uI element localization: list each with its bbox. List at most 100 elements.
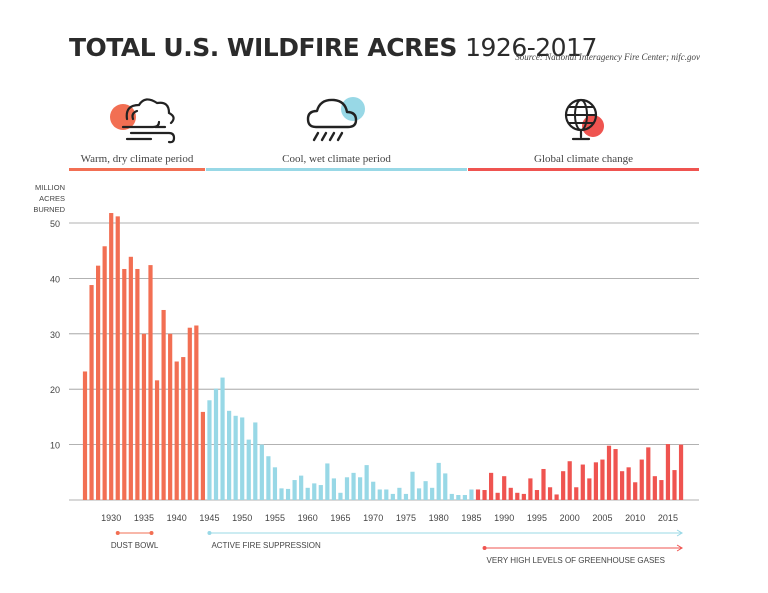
bar xyxy=(659,480,664,500)
bar xyxy=(390,493,395,500)
bar xyxy=(436,462,441,500)
x-tick-label: 1935 xyxy=(134,513,154,523)
period-bar-change xyxy=(468,168,699,171)
bar xyxy=(128,256,133,500)
bar xyxy=(305,487,310,500)
bar xyxy=(154,380,160,500)
y-axis-label: ACRES xyxy=(39,194,65,203)
bar xyxy=(384,489,389,500)
bar xyxy=(318,485,323,500)
bar xyxy=(246,439,251,500)
bar xyxy=(430,487,435,500)
bar xyxy=(279,488,284,500)
bar xyxy=(96,265,101,500)
bar xyxy=(259,444,264,500)
bar xyxy=(462,495,467,500)
x-tick-label: 1990 xyxy=(494,513,514,523)
x-tick-label: 1965 xyxy=(330,513,350,523)
bar xyxy=(515,492,520,500)
bar xyxy=(82,371,88,500)
bar xyxy=(639,459,644,500)
x-tick-label: 2010 xyxy=(625,513,645,523)
bar xyxy=(495,492,500,500)
bar xyxy=(561,471,566,500)
bar xyxy=(292,480,297,500)
period-label-change: Global climate change xyxy=(534,153,633,165)
bar xyxy=(600,459,605,500)
bar xyxy=(168,333,173,500)
bar xyxy=(397,487,402,500)
bar xyxy=(521,493,526,500)
bar xyxy=(449,493,454,500)
x-tick-label: 2000 xyxy=(560,513,580,523)
bar xyxy=(541,468,546,500)
bar xyxy=(626,467,631,500)
period-bar-warm xyxy=(69,168,205,171)
bar xyxy=(312,483,317,500)
bar xyxy=(200,411,205,500)
annotation-dot xyxy=(115,531,120,535)
x-tick-label: 1970 xyxy=(363,513,383,523)
bar xyxy=(253,422,258,500)
page-title: Total U.S. Wildfire Acres 1926-2017 xyxy=(69,30,597,66)
x-tick-label: 1960 xyxy=(298,513,318,523)
bar xyxy=(469,489,474,500)
bar xyxy=(161,309,166,500)
bar xyxy=(285,488,291,500)
bar xyxy=(194,325,199,500)
bar xyxy=(148,265,153,500)
bar xyxy=(233,415,238,500)
bar xyxy=(338,492,343,500)
bar xyxy=(574,487,579,500)
x-tick-label: 1930 xyxy=(101,513,121,523)
period-label-cool: Cool, wet climate period xyxy=(282,153,391,165)
bar xyxy=(410,471,415,500)
period-warm: Warm, dry climate period xyxy=(69,95,205,171)
bar xyxy=(344,477,350,500)
bar xyxy=(587,478,592,500)
bar xyxy=(299,475,304,500)
y-axis-label: BURNED xyxy=(33,205,65,214)
bar xyxy=(102,246,107,500)
bar xyxy=(213,388,219,500)
bar xyxy=(443,473,448,500)
y-tick-label: 20 xyxy=(50,385,60,395)
annotation-label: ACTIVE FIRE SUPPRESSION xyxy=(211,541,321,550)
bar xyxy=(358,477,363,500)
y-tick-label: 40 xyxy=(50,274,60,284)
bar xyxy=(528,478,533,500)
annotation-dot xyxy=(207,531,212,535)
period-label-warm: Warm, dry climate period xyxy=(80,153,194,165)
period-bar-cool xyxy=(206,168,467,171)
bar xyxy=(272,467,278,500)
bar xyxy=(266,456,271,500)
bar xyxy=(502,476,507,500)
globe-icon xyxy=(564,98,604,141)
bar xyxy=(475,489,481,500)
annotation-label: DUST BOWL xyxy=(111,541,159,550)
annotation-dot xyxy=(482,546,487,550)
bar xyxy=(403,493,409,500)
title-main: Total U.S. Wildfire Acres xyxy=(69,33,457,62)
bar xyxy=(482,490,487,500)
bar xyxy=(665,444,671,500)
y-tick-label: 10 xyxy=(50,441,60,451)
bar xyxy=(678,444,684,500)
bar xyxy=(325,463,330,500)
period-change: Global climate change xyxy=(468,95,699,171)
x-tick-label: 2015 xyxy=(658,513,678,523)
bar xyxy=(633,482,638,500)
annotation-arrow xyxy=(676,544,684,552)
bar xyxy=(135,268,140,500)
source-note: Source: National Interagency Fire Center… xyxy=(515,52,700,62)
bar xyxy=(416,488,422,500)
bar xyxy=(377,489,382,500)
bar xyxy=(567,461,572,500)
annotation-label: VERY HIGH LEVELS OF GREENHOUSE GASES xyxy=(487,556,665,565)
bar xyxy=(174,361,179,500)
x-tick-label: 1975 xyxy=(396,513,416,523)
bar xyxy=(115,216,120,501)
bar xyxy=(652,476,657,500)
bar xyxy=(331,478,336,500)
